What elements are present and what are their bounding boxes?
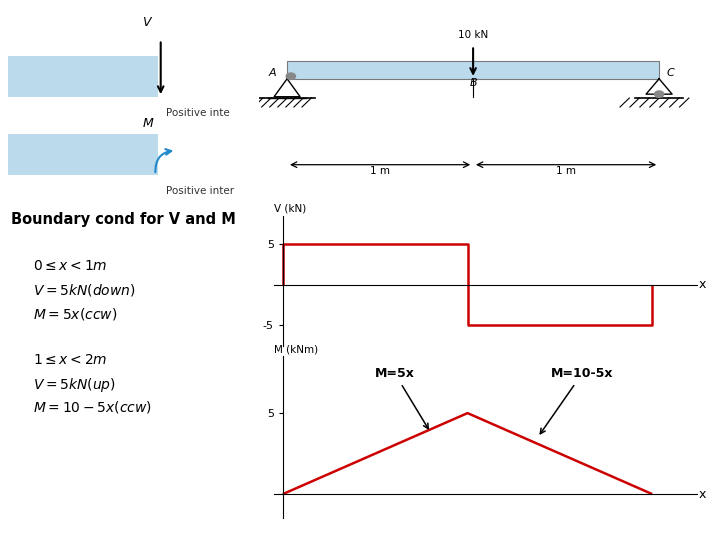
Text: $1 \leq x < 2m$: $1 \leq x < 2m$ bbox=[33, 353, 107, 367]
Text: M=5x: M=5x bbox=[375, 367, 428, 429]
Text: $V = 5kN(down)$: $V = 5kN(down)$ bbox=[33, 282, 135, 298]
Text: 10 kN: 10 kN bbox=[458, 30, 488, 40]
Text: $M = 10 - 5x(ccw)$: $M = 10 - 5x(ccw)$ bbox=[33, 400, 152, 415]
Text: x: x bbox=[698, 278, 706, 292]
Text: Positive inte: Positive inte bbox=[166, 109, 230, 118]
Text: x: x bbox=[698, 488, 706, 501]
Text: $V = 5kN(up)$: $V = 5kN(up)$ bbox=[33, 376, 116, 394]
FancyBboxPatch shape bbox=[8, 134, 158, 175]
Text: Boundary cond for V and M: Boundary cond for V and M bbox=[11, 212, 236, 227]
Text: 1 m: 1 m bbox=[370, 166, 390, 176]
Text: B: B bbox=[469, 78, 477, 89]
Text: $0 \leq x < 1m$: $0 \leq x < 1m$ bbox=[33, 259, 107, 273]
Text: 1 m: 1 m bbox=[556, 166, 576, 176]
Circle shape bbox=[286, 73, 295, 79]
Text: M (kNm): M (kNm) bbox=[274, 345, 318, 355]
FancyBboxPatch shape bbox=[287, 61, 659, 79]
Text: Positive inter: Positive inter bbox=[166, 186, 234, 197]
Text: $M$: $M$ bbox=[142, 117, 154, 130]
Text: M=10-5x: M=10-5x bbox=[540, 367, 613, 434]
Text: V (kN): V (kN) bbox=[274, 204, 306, 213]
Text: A: A bbox=[269, 68, 276, 78]
FancyBboxPatch shape bbox=[8, 56, 158, 97]
Circle shape bbox=[654, 91, 664, 97]
Text: C: C bbox=[667, 68, 675, 78]
Text: $V$: $V$ bbox=[142, 16, 153, 29]
Text: $M = 5x(ccw)$: $M = 5x(ccw)$ bbox=[33, 306, 117, 322]
